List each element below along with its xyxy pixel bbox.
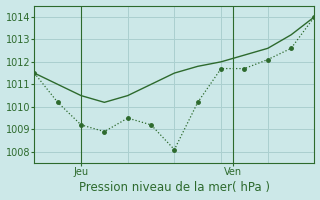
X-axis label: Pression niveau de la mer( hPa ): Pression niveau de la mer( hPa ): [79, 181, 270, 194]
